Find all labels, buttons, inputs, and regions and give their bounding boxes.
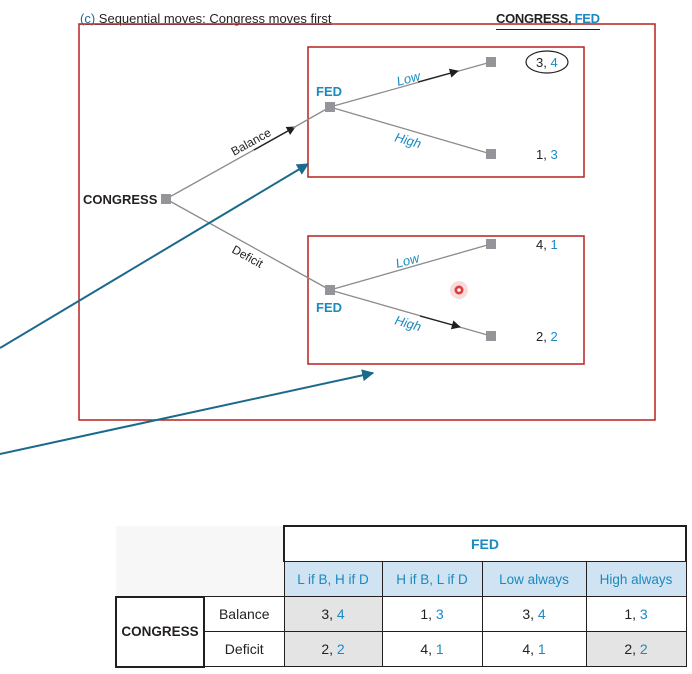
payoff-matrix: FED L if B, H if D H if B, L if D Low al… (115, 525, 687, 668)
legend-fed: FED (574, 11, 600, 26)
label-bottom-low: Low (394, 250, 422, 271)
matrix-cell: 4, 1 (381, 631, 483, 667)
matrix-corner-2 (116, 561, 284, 597)
terminal-node-3 (486, 239, 496, 249)
payoff-3: 4, 1 (536, 237, 558, 252)
branch-deficit-line (165, 198, 331, 291)
branch-balance-arrow (253, 126, 296, 151)
branch-top-low-line (329, 61, 492, 108)
strategy-3: High always (585, 561, 687, 597)
matrix-cell: 2, 2 (585, 631, 687, 667)
terminal-node-4 (486, 331, 496, 341)
strategy-2: Low always (481, 561, 587, 597)
terminal-node-2 (486, 149, 496, 159)
caption-text: Sequential moves: Congress moves first (98, 11, 332, 26)
matrix-cell: 3, 4 (481, 596, 587, 632)
legend-underline (496, 29, 600, 30)
label-congress: CONGRESS (83, 192, 158, 207)
terminal-node-1 (486, 57, 496, 67)
legend-congress: CONGRESS, (496, 11, 572, 26)
label-fed-top: FED (316, 84, 342, 99)
label-top-high: High (393, 129, 423, 151)
branch-bottom-high-line (329, 289, 492, 337)
matrix-player-fed: FED (283, 525, 687, 562)
payoff-4: 2, 2 (536, 329, 558, 344)
label-top-low: Low (395, 68, 423, 89)
matrix-player-congress: CONGRESS (115, 595, 205, 668)
label-bottom-high: High (393, 312, 423, 334)
subgame-box-balance (307, 46, 585, 178)
label-deficit: Deficit (230, 242, 267, 271)
outer-frame (78, 23, 656, 421)
matrix-cell: 3, 4 (283, 596, 383, 632)
pointer-arrow-lower (0, 369, 375, 455)
subgame-box-deficit (307, 235, 585, 365)
row-label-deficit: Deficit (203, 631, 285, 667)
caption-part: (c) (80, 11, 96, 26)
branch-bottom-high-arrow (419, 315, 461, 330)
figure-caption: (c) Sequential moves: Congress moves fir… (80, 11, 331, 26)
strategy-1: H if B, L if D (381, 561, 483, 597)
label-fed-bottom: FED (316, 300, 342, 315)
matrix-cell: 2, 2 (283, 631, 383, 667)
pointer-arrow-upper (0, 163, 310, 349)
branch-top-low-arrow (417, 68, 459, 83)
matrix-cell: 1, 3 (381, 596, 483, 632)
node-fed-bottom (325, 285, 335, 295)
cursor-center (457, 288, 461, 292)
branch-balance-tail (292, 106, 331, 129)
matrix-corner (116, 526, 284, 562)
payoff-2: 1, 3 (536, 147, 558, 162)
row-label-balance: Balance (203, 596, 285, 632)
payoff-legend: CONGRESS, FED (496, 11, 600, 26)
node-congress (161, 194, 171, 204)
branch-top-high-line (329, 106, 492, 155)
branch-bottom-low-line (329, 243, 492, 291)
node-fed-top (325, 102, 335, 112)
strategy-0: L if B, H if D (283, 561, 383, 597)
matrix-cell: 1, 3 (585, 596, 687, 632)
payoff-1: 3, 4 (536, 55, 558, 70)
matrix-cell: 4, 1 (481, 631, 587, 667)
equilibrium-circle (525, 50, 569, 74)
